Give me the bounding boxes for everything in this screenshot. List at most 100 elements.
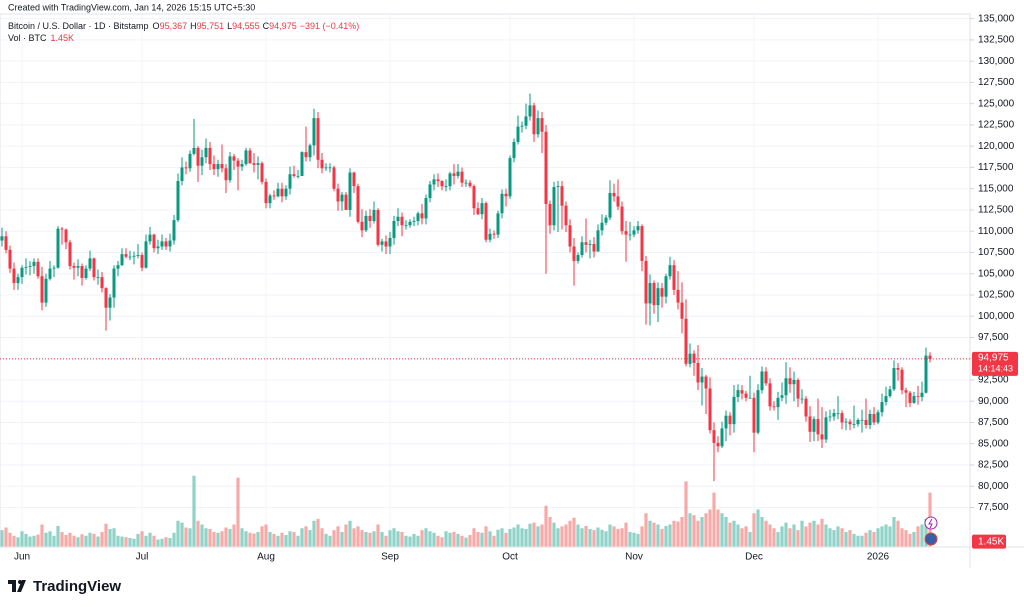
volume-bar [60, 532, 64, 547]
candle-body [492, 233, 496, 235]
close-label: C [263, 21, 270, 31]
volume-bar [672, 520, 676, 547]
last-price-box [972, 351, 1018, 376]
volume-bar [236, 477, 240, 547]
candle-body [716, 442, 720, 447]
volume-bar [12, 535, 16, 547]
volume-bar [692, 515, 696, 547]
candle-body [928, 355, 932, 359]
volume-bar [616, 529, 620, 547]
candle-body [704, 376, 708, 389]
candle-body [648, 283, 652, 304]
volume-bar [504, 532, 508, 547]
candle-body [568, 225, 572, 247]
volume-bar [600, 529, 604, 547]
candle-body [904, 390, 908, 393]
candle-body [484, 203, 488, 240]
candle-body [32, 261, 36, 267]
candle-body [732, 396, 736, 425]
candle-body [676, 289, 680, 303]
volume-bar [880, 526, 884, 547]
symbol: Bitcoin / U.S. Dollar · 1D · Bitstamp [8, 21, 149, 31]
volume-bar [660, 529, 664, 547]
volume-bar [372, 531, 376, 547]
volume-bar [400, 532, 404, 547]
volume-bar [508, 529, 512, 547]
candle-body [908, 392, 912, 403]
volume-bar [296, 535, 300, 547]
candle-body [116, 265, 120, 269]
candle-body [560, 186, 564, 206]
candle-body [740, 390, 744, 394]
volume-bar [552, 522, 556, 547]
volume-bar [576, 524, 580, 547]
candle-body [216, 164, 220, 170]
candle-body [200, 157, 204, 166]
volume-bar [764, 520, 768, 547]
event-icon[interactable] [924, 516, 938, 530]
volume-bar [628, 532, 632, 547]
y-tick-label: 117,500 [978, 162, 1014, 173]
candle-body [480, 203, 484, 215]
candle-body [572, 246, 576, 261]
volume-bar [640, 526, 644, 547]
volume-bar [412, 533, 416, 547]
volume-bar [512, 527, 516, 547]
volume-bar [140, 531, 144, 547]
volume-bar [784, 522, 788, 547]
volume-bar [924, 518, 928, 547]
candle-body [844, 421, 848, 423]
volume-bar [584, 526, 588, 547]
candle-body [140, 254, 144, 268]
candle-body [360, 221, 364, 231]
volume-bar [260, 526, 264, 547]
candle-body [764, 371, 768, 384]
candle-body [624, 231, 628, 235]
candle-body [204, 147, 208, 158]
volume-bar [136, 533, 140, 547]
volume-title: Vol · BTC [8, 33, 47, 43]
candle-body [268, 195, 272, 204]
volume-bar [268, 532, 272, 547]
candle-body [684, 318, 688, 364]
candle-body [236, 160, 240, 167]
candle-body [620, 206, 624, 232]
volume-bar [24, 533, 28, 547]
economic-icon[interactable] [924, 532, 938, 546]
candle-body [632, 230, 636, 235]
candle-body [188, 153, 192, 169]
candle-body [656, 288, 660, 306]
volume-bar [772, 528, 776, 547]
volume-bar [684, 481, 688, 547]
volume-bar [540, 524, 544, 547]
volume-bar [488, 531, 492, 547]
volume-bar [356, 526, 360, 547]
candle-body [672, 265, 676, 290]
candle-body [596, 230, 600, 252]
volume-bar [44, 532, 48, 547]
volume-bar [608, 524, 612, 547]
volume-bar [436, 535, 440, 547]
volume-bar [208, 529, 212, 547]
candle-body [396, 216, 400, 221]
volume-bar [332, 530, 336, 547]
volume-bar [912, 532, 916, 547]
volume-bar [380, 532, 384, 547]
candle-body [708, 388, 712, 431]
volume-bar [776, 532, 780, 547]
volume-bar [128, 538, 132, 547]
volume-bar [96, 536, 100, 547]
candle-body [700, 376, 704, 383]
volume-bar [40, 524, 44, 547]
candle-body [528, 105, 532, 117]
low-label: L [227, 21, 232, 31]
volume-bar [384, 535, 388, 547]
candle-body [744, 393, 748, 398]
candle-body [576, 254, 580, 261]
volume-bar [416, 535, 420, 547]
candle-body [376, 209, 380, 245]
volume-bar [252, 533, 256, 547]
candle-body [712, 430, 716, 443]
candle-body [80, 266, 84, 278]
candle-body [320, 159, 324, 169]
